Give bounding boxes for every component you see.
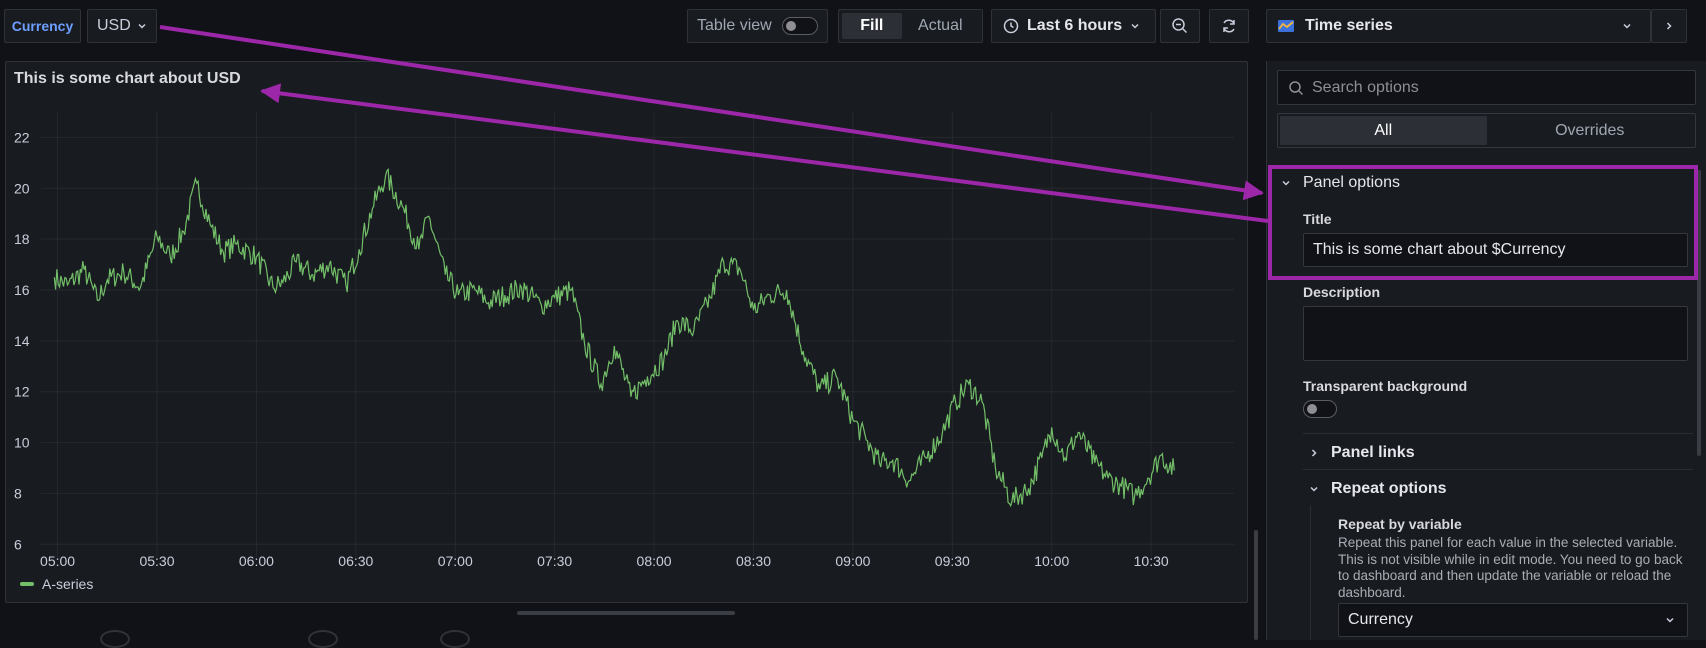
- chevron-down-icon: [1623, 23, 1631, 29]
- visualization-picker[interactable]: Time series: [1266, 9, 1651, 43]
- y-tick-label: 6: [14, 536, 22, 552]
- options-pane: Search options All Overrides Panel optio…: [1266, 61, 1706, 640]
- repeat-options-header[interactable]: Repeat options: [1309, 480, 1447, 498]
- variable-label: Currency: [4, 9, 81, 43]
- table-view-toggle[interactable]: Table view: [687, 9, 828, 43]
- collapse-options-button[interactable]: [1651, 9, 1687, 43]
- zoom-out-button[interactable]: [1160, 9, 1200, 43]
- repeat-by-label: Repeat by variable: [1338, 516, 1462, 532]
- fill-button[interactable]: Fill: [842, 13, 902, 39]
- series-line-a-series: [53, 167, 1175, 508]
- refresh-icon: [1223, 19, 1235, 33]
- time-series-chart: 6 8 10 12 14 16 18 20 22 05:00 05:30 06:00 06:30 07:0…: [14, 112, 1234, 569]
- x-tick-label: 09:30: [935, 553, 970, 569]
- x-tick-label: 05:30: [139, 553, 174, 569]
- x-tick-label: 06:00: [239, 553, 274, 569]
- repeat-by-description: Repeat this panel for each value in the …: [1338, 535, 1683, 600]
- title-input[interactable]: This is some chart about $Currency: [1303, 233, 1688, 267]
- y-tick-label: 10: [14, 435, 30, 451]
- panel: This is some chart about USD 6 8 10 12 14 16 1…: [5, 61, 1248, 603]
- time-range-picker[interactable]: Last 6 hours: [991, 9, 1156, 43]
- repeat-options-label: Repeat options: [1331, 480, 1447, 497]
- legend-item-a-series[interactable]: A-series: [42, 576, 94, 592]
- options-tabs: All Overrides: [1277, 113, 1696, 148]
- chevron-down-icon: [1310, 486, 1318, 492]
- x-tick-label: 08:30: [736, 553, 771, 569]
- search-options-input[interactable]: Search options: [1277, 70, 1696, 105]
- y-tick-label: 12: [14, 384, 30, 400]
- hidden-control: [308, 630, 338, 648]
- options-scrollbar[interactable]: [1697, 170, 1701, 456]
- horizontal-scrollbar[interactable]: [517, 611, 735, 615]
- table-view-switch[interactable]: [781, 17, 818, 35]
- chevron-down-icon: [138, 23, 146, 29]
- chevron-down-icon: [1666, 617, 1674, 623]
- visualization-name: Time series: [1305, 17, 1393, 34]
- hidden-control: [440, 630, 470, 648]
- search-icon: [1289, 80, 1304, 95]
- chevron-down-icon: [1282, 180, 1290, 186]
- y-tick-label: 16: [14, 282, 30, 298]
- time-series-icon: [1278, 20, 1294, 32]
- table-view-label: Table view: [697, 17, 772, 34]
- y-tick-label: 22: [14, 129, 30, 145]
- description-label: Description: [1303, 284, 1381, 300]
- search-placeholder: Search options: [1312, 78, 1419, 96]
- x-tick-label: 10:30: [1134, 553, 1169, 569]
- title-label: Title: [1303, 211, 1332, 227]
- panel-options-label: Panel options: [1303, 174, 1400, 191]
- fill-actual-switch: Fill Actual: [838, 9, 983, 43]
- panel-links-header[interactable]: Panel links: [1309, 444, 1415, 462]
- legend-swatch: [20, 582, 34, 586]
- y-tick-label: 14: [14, 333, 30, 349]
- chevron-right-icon: [1666, 22, 1672, 30]
- transparent-toggle[interactable]: [1303, 400, 1337, 418]
- variable-select[interactable]: USD: [87, 9, 157, 43]
- y-tick-label: 20: [14, 180, 30, 196]
- repeat-variable-select[interactable]: Currency: [1338, 603, 1688, 637]
- clock-icon: [1003, 18, 1019, 34]
- x-tick-label: 07:00: [438, 553, 473, 569]
- x-tick-label: 06:30: [338, 553, 373, 569]
- variable-value: USD: [97, 17, 131, 34]
- tab-all[interactable]: All: [1280, 116, 1487, 145]
- zoom-out-icon: [1172, 18, 1188, 34]
- divider: [1303, 433, 1693, 434]
- divider: [1303, 469, 1693, 470]
- y-tick-label: 8: [14, 485, 22, 501]
- panel-options-header[interactable]: Panel options: [1281, 174, 1400, 192]
- annotation-highlight-box: [1268, 165, 1698, 280]
- x-tick-label: 07:30: [537, 553, 572, 569]
- legend: A-series: [20, 576, 93, 592]
- x-tick-label: 05:00: [40, 553, 75, 569]
- x-tick-label: 09:00: [835, 553, 870, 569]
- description-textarea[interactable]: [1303, 306, 1688, 361]
- tab-overrides[interactable]: Overrides: [1555, 121, 1625, 139]
- hidden-control: [100, 630, 130, 648]
- x-tick-label: 08:00: [637, 553, 672, 569]
- divider: [1310, 505, 1311, 640]
- actual-button[interactable]: Actual: [918, 17, 963, 34]
- repeat-variable-value: Currency: [1348, 611, 1413, 628]
- time-range-label: Last 6 hours: [1027, 17, 1123, 34]
- chevron-right-icon: [1311, 449, 1317, 457]
- transparent-label: Transparent background: [1303, 378, 1468, 394]
- chevron-down-icon: [1131, 23, 1139, 29]
- panel-resize-handle[interactable]: [1254, 530, 1258, 640]
- refresh-button[interactable]: [1209, 9, 1249, 43]
- y-tick-label: 18: [14, 231, 30, 247]
- panel-links-label: Panel links: [1331, 444, 1415, 461]
- x-tick-label: 10:00: [1034, 553, 1069, 569]
